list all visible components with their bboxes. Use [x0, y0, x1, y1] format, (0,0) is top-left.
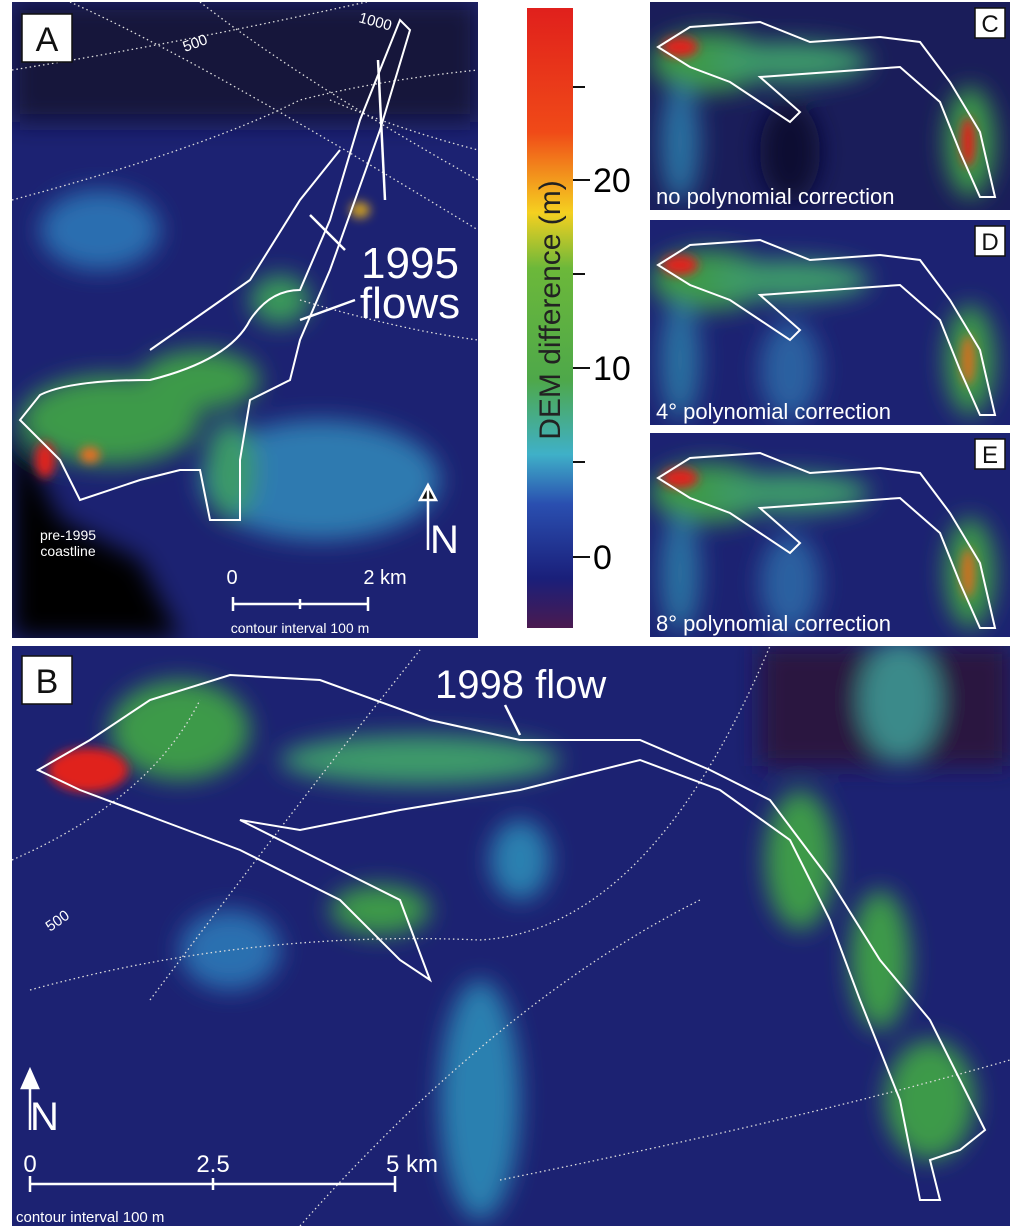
scale-label: 5 km	[386, 1151, 438, 1178]
panel-caption: no polynomial correction	[656, 184, 894, 209]
panel	[650, 2, 1010, 210]
coastline-label: coastline	[40, 543, 95, 559]
north-label: N	[430, 518, 459, 562]
panel	[650, 220, 1010, 425]
panel-a: 1000 500 1995 flows pre-1995 coastline 0…	[12, 0, 478, 638]
scale-label: 0	[226, 567, 237, 589]
contour-interval: contour interval 100 m	[16, 1209, 164, 1226]
scale-label: 0	[23, 1151, 36, 1178]
flow-label: 1998 flow	[435, 663, 606, 707]
contour-interval: contour interval 100 m	[231, 620, 370, 636]
colorbar-tick: 20	[593, 162, 631, 200]
panel-label: B	[36, 663, 59, 701]
panels-cde: Cno polynomial correction D 4° polynomial …	[650, 2, 1010, 637]
colorbar: 20 10 0 DEM difference (m)	[527, 8, 631, 628]
flows-label: flows	[360, 279, 460, 328]
coastline-label: pre-1995	[40, 527, 96, 543]
colorbar-tick: 0	[593, 539, 612, 577]
panel	[650, 433, 1010, 637]
scale-label: 2.5	[196, 1151, 229, 1178]
panel-b: 1998 flow 500 N 0 2.5 5 km contour inter…	[12, 640, 1010, 1226]
panel-label: D	[981, 229, 998, 256]
scale-label: 2 km	[363, 567, 406, 589]
panel-label: E	[982, 442, 998, 469]
panel-label: A	[36, 21, 59, 59]
panel-label: C	[981, 11, 998, 38]
colorbar-tick: 10	[593, 350, 631, 388]
north-label: N	[30, 1095, 59, 1139]
panel-caption: 4° polynomial correction	[656, 399, 891, 424]
figure: 1000 500 1995 flows pre-1995 coastline 0…	[0, 0, 1015, 1229]
colorbar-title: DEM difference (m)	[534, 180, 567, 440]
panel-caption: 8° polynomial correction	[656, 611, 891, 636]
